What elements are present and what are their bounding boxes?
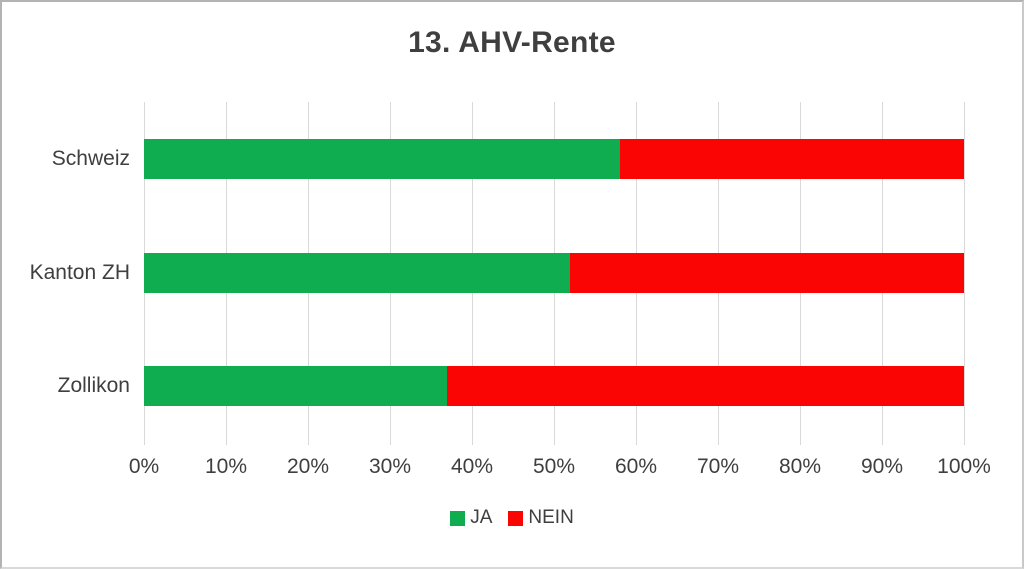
bar-segment-ja: [144, 252, 571, 293]
x-axis-tick-label: 70%: [696, 455, 740, 478]
legend-item-nein: NEIN: [508, 507, 574, 529]
legend-swatch-nein: [508, 510, 524, 526]
bar-segment-ja: [144, 138, 620, 179]
y-axis-category-label: Kanton ZH: [29, 260, 130, 284]
stacked-bar: [144, 138, 964, 179]
x-axis-tick-label: 40%: [450, 455, 494, 478]
x-axis-tick-label: 0%: [128, 455, 160, 478]
gridline: [964, 102, 965, 445]
bar-segment-nein: [447, 366, 964, 407]
x-axis-tick-label: 10%: [204, 455, 248, 478]
chart-title: 13. AHV-Rente: [408, 26, 616, 59]
x-axis-tick-label: 80%: [778, 455, 822, 478]
y-axis-category-label: Zollikon: [57, 374, 130, 398]
bar-segment-ja: [144, 366, 448, 407]
x-axis-tick-label: 50%: [532, 455, 576, 478]
x-axis-tick-label: 60%: [614, 455, 658, 478]
x-axis-tick-label: 90%: [860, 455, 904, 478]
x-axis-tick-label: 100%: [937, 455, 991, 478]
bar-segment-nein: [570, 252, 964, 293]
legend-swatch-ja: [450, 510, 466, 526]
plot-area: [144, 102, 965, 445]
x-axis-tick-label: 30%: [368, 455, 412, 478]
stacked-bar: [144, 366, 964, 407]
legend-item-ja: JA: [450, 507, 492, 529]
stacked-bar: [144, 252, 964, 293]
bar-segment-nein: [619, 138, 964, 179]
x-axis-tick-label: 20%: [286, 455, 330, 478]
legend-label: NEIN: [528, 507, 574, 528]
legend-label: JA: [470, 507, 493, 528]
y-axis-category-label: Schweiz: [51, 146, 130, 170]
legend: JA NEIN: [2, 507, 1022, 529]
